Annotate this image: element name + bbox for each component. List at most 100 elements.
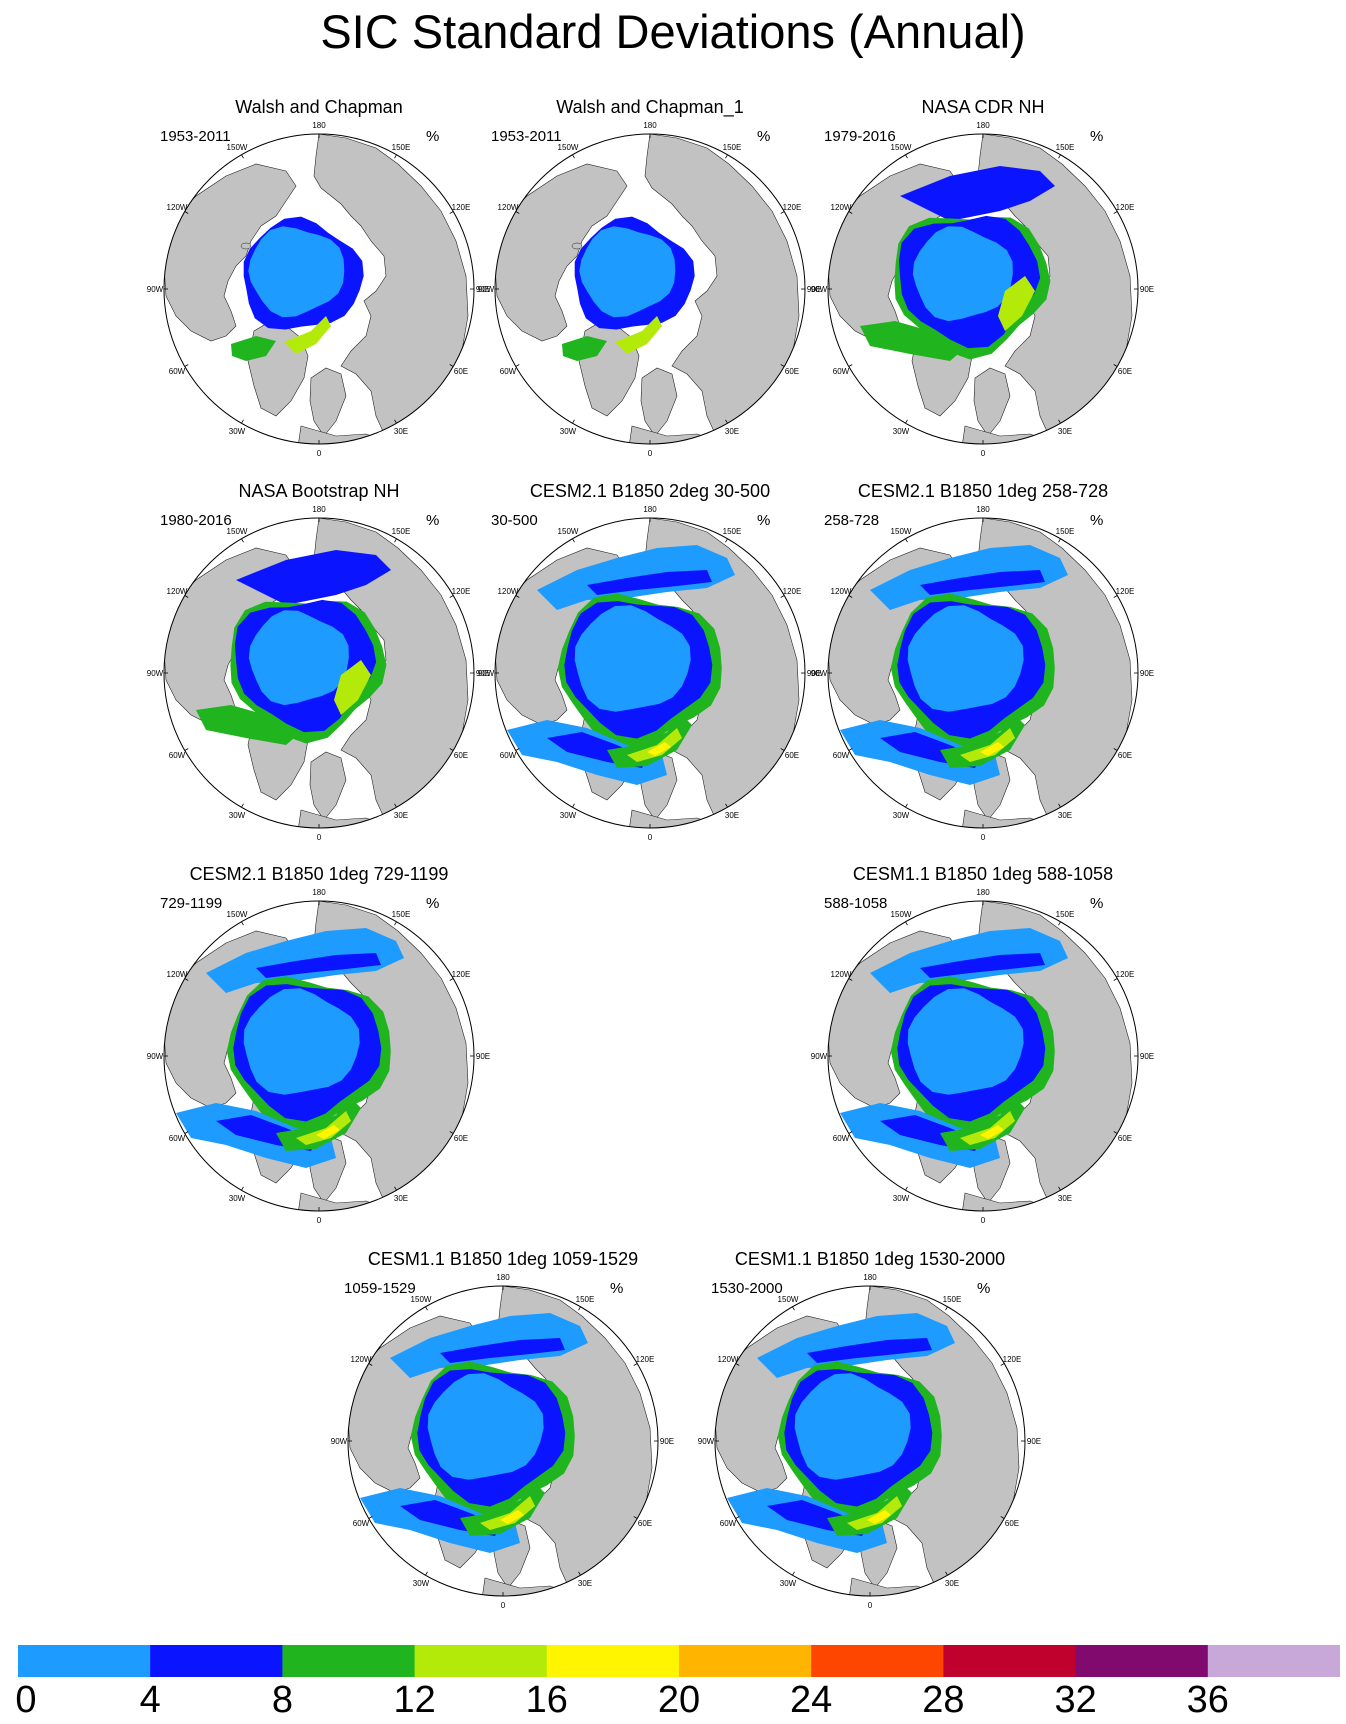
longitude-label: 30E <box>394 811 408 820</box>
tick <box>848 978 853 981</box>
longitude-label: 120E <box>1116 970 1135 979</box>
tick <box>1058 803 1061 808</box>
longitude-label: 30W <box>413 1579 430 1588</box>
tick <box>848 364 853 367</box>
land <box>644 518 800 823</box>
longitude-label: 90W <box>147 669 164 678</box>
longitude-label: 60E <box>1118 751 1132 760</box>
land <box>959 425 1051 444</box>
longitude-label: 0 <box>981 833 986 842</box>
longitude-label: 30W <box>560 427 577 436</box>
longitude-label: 30E <box>394 1194 408 1203</box>
tick <box>394 1186 397 1191</box>
longitude-label: 180 <box>496 1273 510 1282</box>
longitude-label: 60E <box>454 367 468 376</box>
longitude-label: 60W <box>169 1134 186 1143</box>
land <box>313 134 469 439</box>
panel-units: % <box>757 128 771 145</box>
land <box>959 1192 1051 1211</box>
longitude-label: 150W <box>891 527 912 536</box>
land <box>497 1286 653 1591</box>
longitude-label: 120E <box>1003 1355 1022 1364</box>
sic-band-8-12 <box>562 336 607 361</box>
island <box>240 242 252 250</box>
longitude-label: 90W <box>478 285 495 294</box>
longitude-label: 150W <box>891 910 912 919</box>
tick <box>725 803 728 808</box>
tick <box>572 154 575 159</box>
tick <box>780 211 785 214</box>
land <box>977 134 1133 439</box>
panel-period: 588-1058 <box>824 895 888 912</box>
longitude-label: 60W <box>833 751 850 760</box>
sic-band-4-8 <box>920 953 1045 978</box>
sic-band-12-16 <box>296 1111 351 1145</box>
panel-units: % <box>426 895 440 912</box>
longitude-label: 30E <box>945 1579 959 1588</box>
longitude-label: 60W <box>833 1134 850 1143</box>
longitude-label: 90W <box>811 1052 828 1061</box>
panel-units: % <box>757 512 771 529</box>
sic-band-4-8 <box>807 1338 932 1363</box>
colorbar-tick-label: 20 <box>657 1679 701 1721</box>
tick <box>425 1571 428 1576</box>
panel-units: % <box>610 1280 624 1297</box>
longitude-label: 180 <box>643 505 657 514</box>
tick <box>792 1306 795 1311</box>
longitude-label: 30E <box>1058 427 1072 436</box>
land <box>309 751 347 821</box>
tick <box>184 364 189 367</box>
tick <box>780 748 785 751</box>
land <box>864 1286 1020 1591</box>
sic-band-16-20 <box>980 742 1004 756</box>
tick <box>1058 921 1061 926</box>
panel-period: 1980-2016 <box>160 512 232 529</box>
land <box>977 518 1133 823</box>
longitude-label: 90E <box>1140 1052 1154 1061</box>
colorbar-tick-label: 24 <box>790 1679 833 1721</box>
colorbar-swatch <box>679 1645 812 1677</box>
polar-map: 180 150E 120E 90E 60E 30E 0 30W 60W 90W 120W 150W <box>147 888 490 1225</box>
tick <box>848 1131 853 1134</box>
tick <box>848 211 853 214</box>
map-panel: CESM2.1 B1850 1deg 729-1199 729-1199 % 1… <box>136 863 502 1233</box>
map-panel: CESM2.1 B1850 1deg 258-728 258-728 % 180… <box>800 480 1166 850</box>
sic-band-0-4 <box>427 1373 544 1480</box>
longitude-label: 150W <box>558 527 579 536</box>
sic-band-0-4 <box>248 226 345 318</box>
map-panel: CESM1.1 B1850 1deg 588-1058 588-1058 % 1… <box>800 863 1166 1233</box>
longitude-label: 30W <box>893 427 910 436</box>
longitude-label: 150E <box>576 1295 595 1304</box>
longitude-label: 30E <box>578 1579 592 1588</box>
tick <box>1113 978 1118 981</box>
sic-band-4-8 <box>920 570 1045 595</box>
panel-period: 30-500 <box>491 512 538 529</box>
panel-period: 258-728 <box>824 512 880 529</box>
tick <box>449 364 454 367</box>
longitude-label: 90W <box>147 1052 164 1061</box>
sic-band-0-4 <box>907 605 1024 712</box>
panel-period: 1953-2011 <box>160 128 231 145</box>
polar-map: 180 150E 120E 90E 60E 30E 0 30W 60W 90W 120W 150W <box>147 505 490 842</box>
longitude-label: 120W <box>167 587 188 596</box>
colorbar-tick-label: 8 <box>271 1679 293 1721</box>
longitude-label: 180 <box>976 505 990 514</box>
sic-band-16-20 <box>647 742 671 756</box>
longitude-label: 150W <box>891 143 912 152</box>
longitude-label: 60E <box>785 751 799 760</box>
longitude-label: 120E <box>783 203 802 212</box>
sic-band-16-20 <box>867 1510 891 1524</box>
sic-band-0-4 <box>248 610 349 706</box>
panel-title: NASA Bootstrap NH <box>238 481 400 501</box>
tick <box>725 419 728 424</box>
longitude-label: 150W <box>411 1295 432 1304</box>
longitude-label: 60W <box>169 751 186 760</box>
longitude-label: 60W <box>353 1519 370 1528</box>
polar-map: 180 150E 120E 90E 60E 30E 0 30W 60W 90W 120W 150W <box>478 121 821 458</box>
longitude-label: 60W <box>500 367 517 376</box>
tick <box>184 978 189 981</box>
tick <box>905 921 908 926</box>
tick <box>725 154 728 159</box>
tick <box>578 1306 581 1311</box>
tick <box>394 803 397 808</box>
